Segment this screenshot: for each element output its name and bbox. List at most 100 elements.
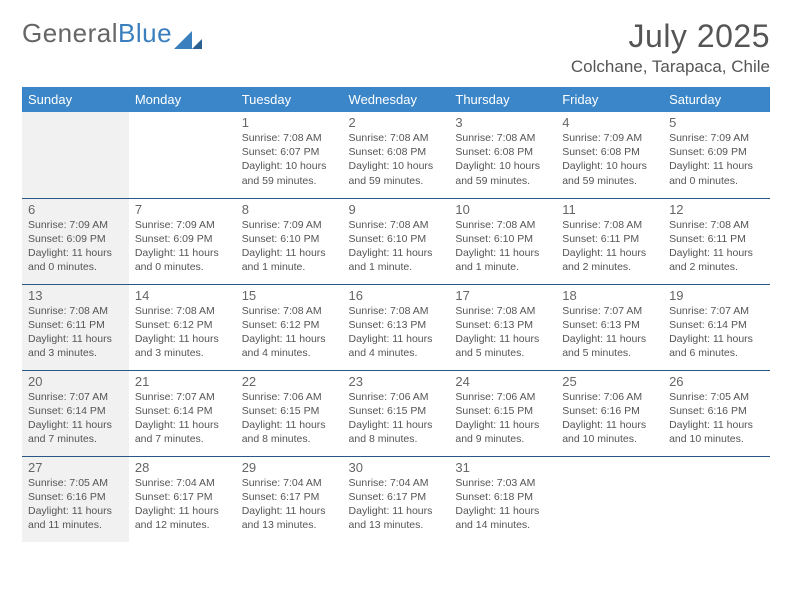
daylight-line: Daylight: 11 hours and 4 minutes. <box>349 332 444 360</box>
day-number: 31 <box>455 460 550 475</box>
sunset-line: Sunset: 6:15 PM <box>455 404 550 418</box>
day-cell: 23Sunrise: 7:06 AMSunset: 6:15 PMDayligh… <box>343 370 450 456</box>
day-details: Sunrise: 7:05 AMSunset: 6:16 PMDaylight:… <box>669 390 764 447</box>
day-cell: 25Sunrise: 7:06 AMSunset: 6:16 PMDayligh… <box>556 370 663 456</box>
day-cell: 22Sunrise: 7:06 AMSunset: 6:15 PMDayligh… <box>236 370 343 456</box>
day-cell: 15Sunrise: 7:08 AMSunset: 6:12 PMDayligh… <box>236 284 343 370</box>
daylight-line: Daylight: 11 hours and 1 minute. <box>349 246 444 274</box>
brand-part1: General <box>22 18 118 49</box>
title-block: July 2025 Colchane, Tarapaca, Chile <box>571 18 770 77</box>
day-number: 23 <box>349 374 444 389</box>
day-details: Sunrise: 7:08 AMSunset: 6:13 PMDaylight:… <box>349 304 444 361</box>
day-details: Sunrise: 7:06 AMSunset: 6:15 PMDaylight:… <box>349 390 444 447</box>
daylight-line: Daylight: 11 hours and 14 minutes. <box>455 504 550 532</box>
day-cell: 10Sunrise: 7:08 AMSunset: 6:10 PMDayligh… <box>449 198 556 284</box>
daylight-line: Daylight: 11 hours and 4 minutes. <box>242 332 337 360</box>
day-cell: 28Sunrise: 7:04 AMSunset: 6:17 PMDayligh… <box>129 456 236 542</box>
sunrise-line: Sunrise: 7:05 AM <box>669 390 764 404</box>
sunset-line: Sunset: 6:14 PM <box>669 318 764 332</box>
sunset-line: Sunset: 6:13 PM <box>349 318 444 332</box>
daylight-line: Daylight: 10 hours and 59 minutes. <box>242 159 337 187</box>
brand-part2: Blue <box>118 18 172 49</box>
day-number: 13 <box>28 288 123 303</box>
day-details: Sunrise: 7:08 AMSunset: 6:08 PMDaylight:… <box>349 131 444 188</box>
sunrise-line: Sunrise: 7:04 AM <box>349 476 444 490</box>
day-number: 8 <box>242 202 337 217</box>
col-thursday: Thursday <box>449 87 556 112</box>
day-cell: 30Sunrise: 7:04 AMSunset: 6:17 PMDayligh… <box>343 456 450 542</box>
sunrise-line: Sunrise: 7:07 AM <box>28 390 123 404</box>
day-cell: 1Sunrise: 7:08 AMSunset: 6:07 PMDaylight… <box>236 112 343 198</box>
day-number: 11 <box>562 202 657 217</box>
day-number: 16 <box>349 288 444 303</box>
day-details: Sunrise: 7:08 AMSunset: 6:11 PMDaylight:… <box>669 218 764 275</box>
sunrise-line: Sunrise: 7:08 AM <box>28 304 123 318</box>
daylight-line: Daylight: 11 hours and 3 minutes. <box>135 332 230 360</box>
sunrise-line: Sunrise: 7:08 AM <box>242 131 337 145</box>
daylight-line: Daylight: 11 hours and 11 minutes. <box>28 504 123 532</box>
day-details: Sunrise: 7:08 AMSunset: 6:13 PMDaylight:… <box>455 304 550 361</box>
daylight-line: Daylight: 10 hours and 59 minutes. <box>562 159 657 187</box>
sunrise-line: Sunrise: 7:05 AM <box>28 476 123 490</box>
day-details: Sunrise: 7:03 AMSunset: 6:18 PMDaylight:… <box>455 476 550 533</box>
sunrise-line: Sunrise: 7:07 AM <box>562 304 657 318</box>
day-details: Sunrise: 7:07 AMSunset: 6:14 PMDaylight:… <box>135 390 230 447</box>
daylight-line: Daylight: 11 hours and 8 minutes. <box>349 418 444 446</box>
day-number: 21 <box>135 374 230 389</box>
day-details: Sunrise: 7:08 AMSunset: 6:12 PMDaylight:… <box>242 304 337 361</box>
day-number: 6 <box>28 202 123 217</box>
daylight-line: Daylight: 11 hours and 10 minutes. <box>669 418 764 446</box>
col-tuesday: Tuesday <box>236 87 343 112</box>
sunset-line: Sunset: 6:09 PM <box>28 232 123 246</box>
day-details: Sunrise: 7:06 AMSunset: 6:15 PMDaylight:… <box>242 390 337 447</box>
sunset-line: Sunset: 6:09 PM <box>669 145 764 159</box>
day-cell: 24Sunrise: 7:06 AMSunset: 6:15 PMDayligh… <box>449 370 556 456</box>
week-row: 13Sunrise: 7:08 AMSunset: 6:11 PM Dayligh… <box>22 284 770 370</box>
day-number: 26 <box>669 374 764 389</box>
day-number: 14 <box>135 288 230 303</box>
daylight-line: Daylight: 11 hours and 2 minutes. <box>562 246 657 274</box>
day-details: Sunrise: 7:05 AMSunset: 6:16 PMDaylight:… <box>28 476 123 533</box>
calendar-body: 1Sunrise: 7:08 AMSunset: 6:07 PMDaylight… <box>22 112 770 542</box>
day-cell: 31Sunrise: 7:03 AMSunset: 6:18 PMDayligh… <box>449 456 556 542</box>
sunset-line: Sunset: 6:08 PM <box>455 145 550 159</box>
sunrise-line: Sunrise: 7:08 AM <box>562 218 657 232</box>
sunset-line: Sunset: 6:07 PM <box>242 145 337 159</box>
daylight-line: Daylight: 11 hours and 13 minutes. <box>242 504 337 532</box>
sunset-line: Sunset: 6:17 PM <box>242 490 337 504</box>
sunset-line: Sunset: 6:10 PM <box>242 232 337 246</box>
sunset-line: Sunset: 6:08 PM <box>562 145 657 159</box>
daylight-line: Daylight: 11 hours and 7 minutes. <box>135 418 230 446</box>
brand-triangle-icon <box>174 25 202 43</box>
sunset-line: Sunset: 6:17 PM <box>349 490 444 504</box>
sunset-line: Sunset: 6:17 PM <box>135 490 230 504</box>
sunset-line: Sunset: 6:13 PM <box>455 318 550 332</box>
sunrise-line: Sunrise: 7:07 AM <box>135 390 230 404</box>
day-details: Sunrise: 7:06 AMSunset: 6:16 PMDaylight:… <box>562 390 657 447</box>
day-details: Sunrise: 7:09 AMSunset: 6:09 PMDaylight:… <box>135 218 230 275</box>
day-details: Sunrise: 7:07 AMSunset: 6:13 PMDaylight:… <box>562 304 657 361</box>
daylight-line: Daylight: 11 hours and 8 minutes. <box>242 418 337 446</box>
week-row: 1Sunrise: 7:08 AMSunset: 6:07 PMDaylight… <box>22 112 770 198</box>
sunset-line: Sunset: 6:10 PM <box>455 232 550 246</box>
daylight-line: Daylight: 10 hours and 59 minutes. <box>455 159 550 187</box>
day-cell: 20Sunrise: 7:07 AMSunset: 6:14 PMDayligh… <box>22 370 129 456</box>
daylight-line: Daylight: 11 hours and 7 minutes. <box>28 418 123 446</box>
day-number: 4 <box>562 115 657 130</box>
day-number: 29 <box>242 460 337 475</box>
col-sunday: Sunday <box>22 87 129 112</box>
day-number: 5 <box>669 115 764 130</box>
day-details: Sunrise: 7:08 AMSunset: 6:10 PMDaylight:… <box>455 218 550 275</box>
day-number: 28 <box>135 460 230 475</box>
day-cell: 19Sunrise: 7:07 AMSunset: 6:14 PMDayligh… <box>663 284 770 370</box>
sunset-line: Sunset: 6:11 PM <box>28 318 123 332</box>
day-cell <box>556 456 663 542</box>
day-cell: 9Sunrise: 7:08 AMSunset: 6:10 PMDaylight… <box>343 198 450 284</box>
week-row: 20Sunrise: 7:07 AMSunset: 6:14 PMDayligh… <box>22 370 770 456</box>
sunset-line: Sunset: 6:14 PM <box>135 404 230 418</box>
day-details: Sunrise: 7:07 AMSunset: 6:14 PMDaylight:… <box>669 304 764 361</box>
sunrise-line: Sunrise: 7:03 AM <box>455 476 550 490</box>
sunset-line: Sunset: 6:15 PM <box>242 404 337 418</box>
sunset-line: Sunset: 6:18 PM <box>455 490 550 504</box>
day-number: 24 <box>455 374 550 389</box>
